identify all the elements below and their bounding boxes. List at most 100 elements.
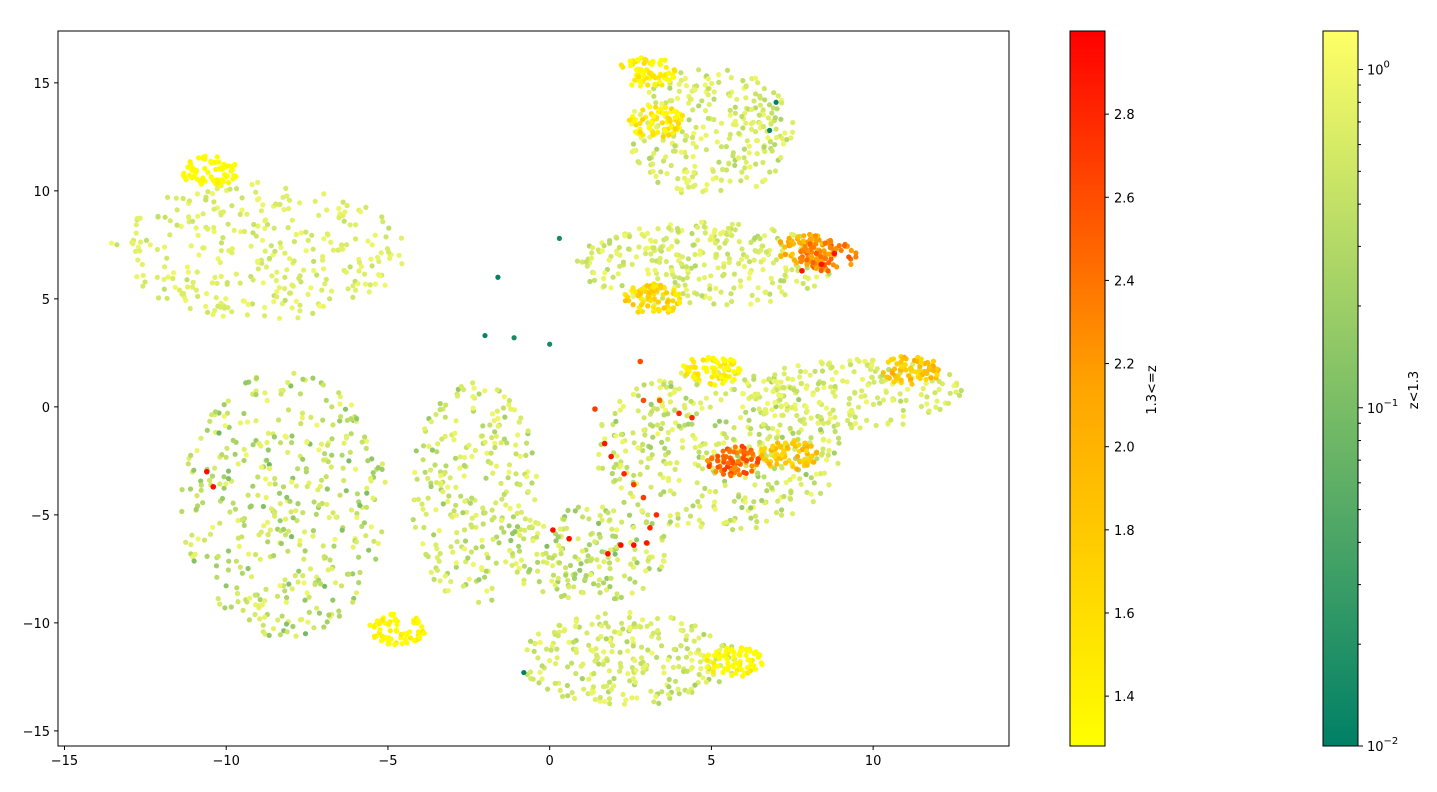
- scatter-point: [604, 575, 610, 582]
- scatter-point: [657, 471, 663, 477]
- scatter-point: [627, 576, 633, 582]
- scatter-point: [433, 507, 439, 513]
- scatter-point: [756, 431, 762, 437]
- scatter-point: [718, 144, 725, 150]
- scatter-point: [336, 608, 342, 614]
- scatter-point: [245, 492, 251, 498]
- scatter-point: [573, 670, 579, 677]
- scatter-point: [536, 579, 542, 585]
- scatter-point: [288, 509, 294, 515]
- scatter-point-hot: [655, 306, 661, 312]
- scatter-point: [423, 551, 429, 558]
- scatter-point: [521, 581, 527, 587]
- scatter-point: [702, 230, 708, 236]
- scatter-point: [603, 620, 609, 626]
- scatter-point: [667, 85, 673, 91]
- scatter-point: [271, 510, 277, 516]
- scatter-point: [681, 175, 688, 181]
- scatter-point: [205, 189, 211, 195]
- scatter-point: [638, 624, 644, 630]
- scatter-point: [263, 264, 269, 270]
- scatter-point: [557, 526, 563, 532]
- scatter-point-hot: [719, 653, 725, 659]
- scatter-point-hot: [834, 264, 840, 270]
- scatter-point: [322, 451, 328, 457]
- plot-frame: [57, 30, 1010, 747]
- scatter-point: [766, 376, 772, 382]
- scatter-point: [492, 429, 498, 435]
- scatter-point-hot: [807, 236, 813, 242]
- scatter-point-hot: [387, 628, 393, 634]
- scatter-point: [750, 407, 757, 413]
- scatter-point: [584, 630, 590, 636]
- scatter-point: [653, 693, 659, 700]
- scatter-point: [721, 440, 727, 446]
- scatter-point: [238, 229, 244, 235]
- scatter-point: [284, 595, 290, 601]
- scatter-point: [632, 679, 638, 686]
- scatter-point: [337, 492, 343, 498]
- scatter-point: [681, 402, 687, 408]
- scatter-point-hot: [782, 440, 789, 446]
- scatter-point: [754, 297, 761, 303]
- scatter-point: [235, 517, 241, 524]
- scatter-point: [685, 178, 692, 184]
- scatter-point: [636, 160, 643, 166]
- scatter-point: [282, 577, 288, 583]
- scatter-point: [355, 281, 361, 287]
- scatter-point: [775, 428, 781, 434]
- scatter-point: [763, 518, 770, 524]
- scatter-point: [372, 232, 378, 238]
- scatter-point: [898, 398, 904, 404]
- scatter-point: [260, 202, 266, 208]
- scatter-point: [229, 203, 235, 209]
- scatter-point: [341, 477, 347, 484]
- scatter-point: [673, 420, 679, 426]
- scatter-point-hot: [608, 453, 614, 460]
- scatter-point: [579, 676, 585, 682]
- scatter-point: [739, 246, 745, 252]
- scatter-point: [650, 423, 656, 429]
- scatter-point: [484, 588, 490, 594]
- scatter-point: [293, 508, 299, 514]
- scatter-point: [479, 537, 485, 543]
- scatter-point-hot: [605, 550, 611, 557]
- scatter-point-hot: [783, 460, 789, 466]
- scatter-point: [133, 230, 139, 236]
- scatter-point: [586, 642, 592, 648]
- scatter-point: [667, 399, 674, 405]
- scatter-point: [741, 263, 748, 270]
- scatter-point-hot: [632, 77, 638, 83]
- scatter-point: [707, 295, 713, 301]
- scatter-point: [237, 280, 243, 286]
- scatter-point: [607, 584, 613, 590]
- scatter-point-hot: [908, 365, 914, 371]
- scatter-point: [675, 686, 681, 692]
- scatter-point: [241, 446, 247, 452]
- scatter-point: [747, 431, 753, 437]
- scatter-point: [212, 409, 219, 415]
- scatter-point: [522, 516, 528, 522]
- scatter-point: [738, 283, 744, 289]
- scatter-point: [573, 618, 579, 625]
- scatter-point: [479, 544, 485, 550]
- scatter-point: [672, 407, 678, 413]
- scatter-point: [213, 563, 220, 569]
- scatter-point: [769, 485, 775, 491]
- scatter-point: [783, 268, 789, 274]
- scatter-point: [918, 392, 924, 398]
- scatter-point: [818, 414, 824, 420]
- scatter-point: [487, 422, 493, 428]
- scatter-point-hot: [709, 374, 715, 380]
- scatter-point: [140, 272, 146, 278]
- scatter-point: [604, 683, 610, 689]
- scatter-point: [630, 643, 636, 649]
- scatter-point: [301, 529, 308, 535]
- scatter-point: [630, 636, 636, 642]
- scatter-point: [265, 532, 271, 538]
- scatter-point: [649, 257, 655, 263]
- scatter-point-hot: [672, 126, 678, 132]
- scatter-point: [778, 404, 784, 410]
- scatter-point: [700, 124, 706, 130]
- scatter-point: [359, 523, 365, 530]
